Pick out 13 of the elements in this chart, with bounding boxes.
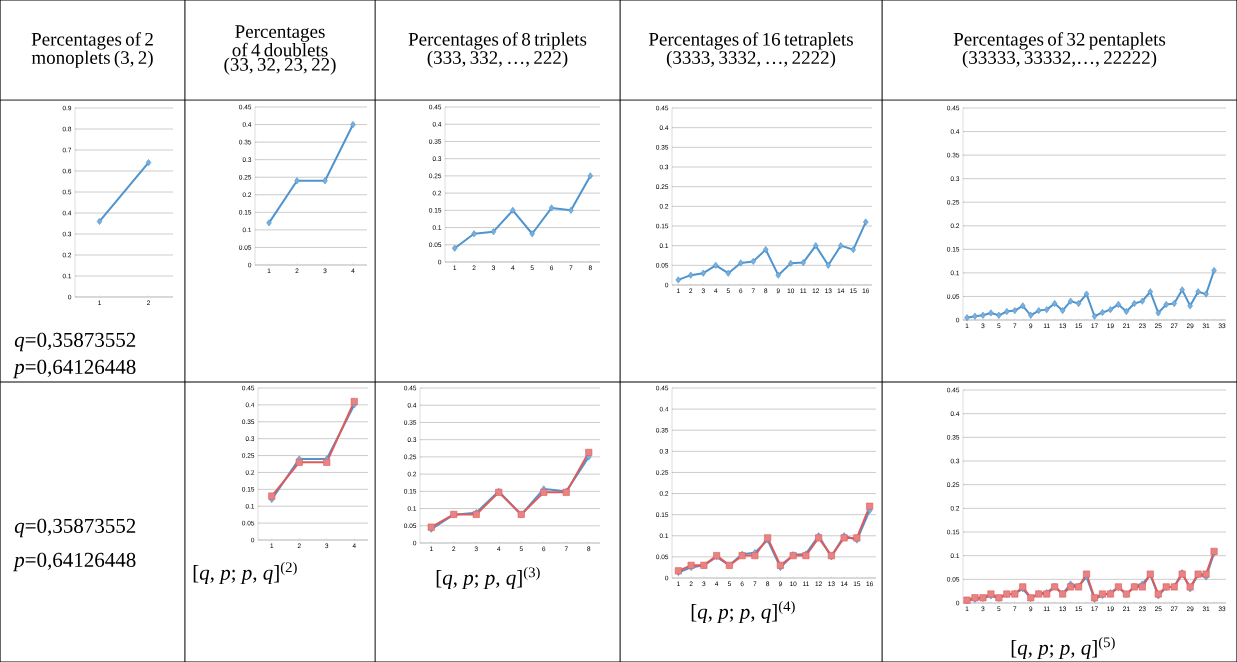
- chart-title: Percentages of 8 triplets (333, 332, …, 222): [408, 32, 587, 68]
- text: q=0,35873552: [14, 332, 136, 352]
- chart-title: Percentages of 2 monoplets (3, 2): [31, 32, 153, 68]
- text: [q, p; p, q]$^{(2)}$: [193, 561, 297, 585]
- text: [q, p; p, q]$^{(3)}$: [436, 566, 540, 590]
- chart-title: Percentages of 4 doublets (33, 32, 23, 22): [224, 25, 336, 75]
- text: [q, p; p, q]$^{(4)}$: [691, 600, 795, 624]
- chart-title: Percentages of 32 pentaplets (33333, 33332,…, 22222): [953, 32, 1166, 68]
- text: q=0,35873552: [14, 518, 136, 538]
- text: [q, p; p, q]$^{(5)}$: [1011, 636, 1115, 660]
- chart-title: Percentages of 16 tetraplets (3333, 3332, …, 2222): [648, 32, 853, 68]
- text: p=0,64126448: [12, 359, 136, 379]
- text: p=0,64126448: [12, 552, 136, 572]
